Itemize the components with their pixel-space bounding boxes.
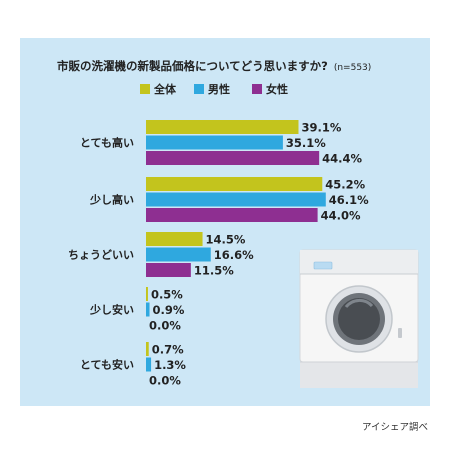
value-label-4-0: 0.7%: [152, 343, 184, 357]
bar-2-0: [146, 232, 203, 246]
value-label-4-2: 0.0%: [149, 374, 181, 388]
value-label-0-2: 44.4%: [322, 152, 362, 166]
category-label-4: とても安い: [80, 358, 134, 372]
bars: [146, 120, 326, 372]
bar-2-2: [146, 263, 191, 277]
chart-title-text: 市販の洗濯機の新製品価格についてどう思いますか?: [57, 59, 328, 73]
bar-1-1: [146, 192, 326, 207]
bar-3-0: [146, 287, 148, 301]
bar-4-0: [146, 342, 149, 356]
legend: 全体 男性 女性: [140, 82, 288, 96]
value-label-2-1: 16.6%: [214, 248, 254, 262]
value-labels: 39.1%35.1% 44.4% 45.2%46.1% 44.0% 14.5%16.6%…: [149, 121, 369, 388]
washing-machine-icon: [299, 249, 419, 388]
value-label-1-0: 45.2%: [325, 178, 365, 192]
source-note: アイシェア調べ: [362, 421, 428, 433]
category-label-1: 少し高い: [89, 193, 134, 207]
value-label-0-1: 35.1%: [286, 136, 326, 150]
value-label-2-0: 14.5%: [206, 233, 246, 247]
value-label-1-2: 44.0%: [321, 209, 361, 223]
bar-2-1: [146, 247, 211, 262]
value-label-3-1: 0.9%: [153, 303, 185, 317]
bar-0-1: [146, 135, 283, 150]
value-label-1-1: 46.1%: [329, 193, 369, 207]
legend-swatch-2: [252, 84, 262, 94]
legend-swatch-1: [194, 84, 204, 94]
legend-swatch-0: [140, 84, 150, 94]
category-label-2: ちょうどいい: [68, 249, 134, 262]
bar-1-0: [146, 177, 323, 191]
legend-label-2: 女性: [266, 82, 288, 96]
value-label-0-0: 39.1%: [301, 121, 341, 135]
bar-0-0: [146, 120, 299, 134]
value-label-3-2: 0.0%: [149, 319, 181, 333]
chart-title: 市販の洗濯機の新製品価格についてどう思いますか? (n=553): [57, 59, 371, 73]
value-label-4-1: 1.3%: [154, 358, 186, 372]
category-label-0: とても高い: [80, 136, 134, 150]
value-label-3-0: 0.5%: [151, 288, 183, 302]
legend-label-0: 全体: [153, 82, 177, 96]
bar-0-2: [146, 151, 320, 165]
bar-4-1: [146, 357, 152, 372]
value-label-2-2: 11.5%: [194, 264, 234, 278]
bar-1-2: [146, 208, 318, 222]
bar-3-1: [146, 302, 150, 317]
legend-label-1: 男性: [208, 82, 230, 96]
sample-size-note: (n=553): [334, 63, 371, 73]
category-label-3: 少し安い: [89, 303, 134, 317]
